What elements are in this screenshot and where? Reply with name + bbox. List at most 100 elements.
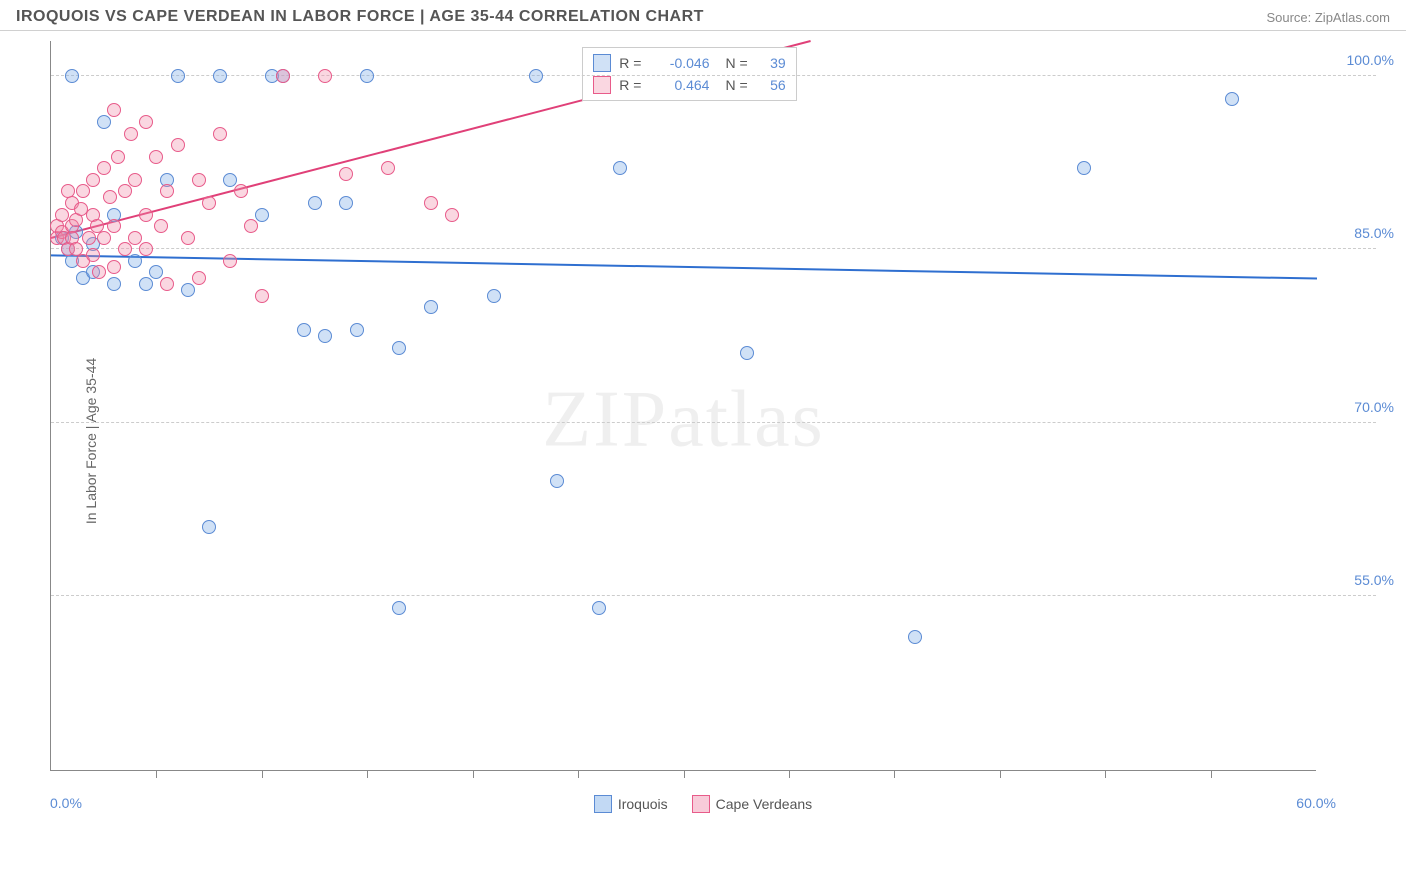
r-label: R =: [619, 55, 641, 71]
trend-line: [51, 255, 1317, 278]
trend-lines-svg: [51, 41, 1316, 770]
data-point: [381, 161, 395, 175]
data-point: [149, 265, 163, 279]
data-point: [111, 150, 125, 164]
data-point: [234, 184, 248, 198]
data-point: [160, 277, 174, 291]
data-point: [55, 208, 69, 222]
data-point: [92, 265, 106, 279]
data-point: [118, 242, 132, 256]
data-point: [613, 161, 627, 175]
data-point: [107, 219, 121, 233]
source-label: Source: ZipAtlas.com: [1266, 10, 1390, 25]
legend-label: Cape Verdeans: [716, 796, 813, 812]
data-point: [360, 69, 374, 83]
data-point: [107, 103, 121, 117]
x-tick: [367, 770, 368, 778]
x-tick: [262, 770, 263, 778]
x-tick: [1000, 770, 1001, 778]
data-point: [139, 115, 153, 129]
data-point: [1225, 92, 1239, 106]
chart-title: IROQUOIS VS CAPE VERDEAN IN LABOR FORCE …: [16, 8, 704, 26]
data-point: [86, 173, 100, 187]
data-point: [339, 167, 353, 181]
x-tick: [684, 770, 685, 778]
data-point: [244, 219, 258, 233]
data-point: [181, 231, 195, 245]
y-tick-label: 70.0%: [1354, 399, 1394, 415]
legend-item: Cape Verdeans: [692, 795, 813, 813]
data-point: [154, 219, 168, 233]
n-value: 39: [756, 55, 786, 71]
data-point: [255, 208, 269, 222]
y-tick-label: 55.0%: [1354, 572, 1394, 588]
data-point: [424, 196, 438, 210]
data-point: [213, 69, 227, 83]
data-point: [223, 254, 237, 268]
n-label: N =: [725, 77, 747, 93]
data-point: [318, 329, 332, 343]
data-point: [86, 248, 100, 262]
data-point: [1077, 161, 1091, 175]
x-tick: [156, 770, 157, 778]
data-point: [181, 283, 195, 297]
data-point: [171, 69, 185, 83]
r-label: R =: [619, 77, 641, 93]
y-tick-label: 100.0%: [1347, 52, 1394, 68]
r-value: -0.046: [649, 55, 709, 71]
data-point: [740, 346, 754, 360]
data-point: [192, 173, 206, 187]
y-tick-label: 85.0%: [1354, 225, 1394, 241]
data-point: [529, 69, 543, 83]
x-tick: [894, 770, 895, 778]
data-point: [128, 173, 142, 187]
data-point: [192, 271, 206, 285]
legend-row: R = -0.046 N = 39: [593, 52, 785, 74]
legend-swatch: [594, 795, 612, 813]
data-point: [171, 138, 185, 152]
legend-item: Iroquois: [594, 795, 668, 813]
x-tick: [1105, 770, 1106, 778]
data-point: [128, 231, 142, 245]
data-point: [139, 242, 153, 256]
watermark: ZIPatlas: [542, 375, 825, 466]
x-tick: [789, 770, 790, 778]
data-point: [318, 69, 332, 83]
data-point: [308, 196, 322, 210]
data-point: [149, 150, 163, 164]
n-value: 56: [756, 77, 786, 93]
data-point: [276, 69, 290, 83]
data-point: [339, 196, 353, 210]
data-point: [82, 231, 96, 245]
data-point: [445, 208, 459, 222]
data-point: [424, 300, 438, 314]
data-point: [103, 190, 117, 204]
data-point: [124, 127, 138, 141]
plot-area: ZIPatlas R =-0.046N =39R =0.464N =56 55.…: [50, 41, 1316, 771]
data-point: [908, 630, 922, 644]
data-point: [65, 69, 79, 83]
gridline: [51, 75, 1376, 76]
legend-label: Iroquois: [618, 796, 668, 812]
data-point: [139, 277, 153, 291]
gridline: [51, 248, 1376, 249]
data-point: [487, 289, 501, 303]
title-bar: IROQUOIS VS CAPE VERDEAN IN LABOR FORCE …: [0, 0, 1406, 31]
data-point: [213, 127, 227, 141]
data-point: [107, 277, 121, 291]
data-point: [202, 196, 216, 210]
gridline: [51, 422, 1376, 423]
data-point: [392, 341, 406, 355]
data-point: [76, 184, 90, 198]
legend-row: R =0.464N =56: [593, 74, 785, 96]
data-point: [118, 184, 132, 198]
data-point: [97, 115, 111, 129]
data-point: [550, 474, 564, 488]
legend-swatch: [593, 76, 611, 94]
n-label: N =: [725, 55, 747, 71]
data-point: [139, 208, 153, 222]
data-point: [107, 260, 121, 274]
gridline: [51, 595, 1376, 596]
legend-swatch: [692, 795, 710, 813]
data-point: [128, 254, 142, 268]
